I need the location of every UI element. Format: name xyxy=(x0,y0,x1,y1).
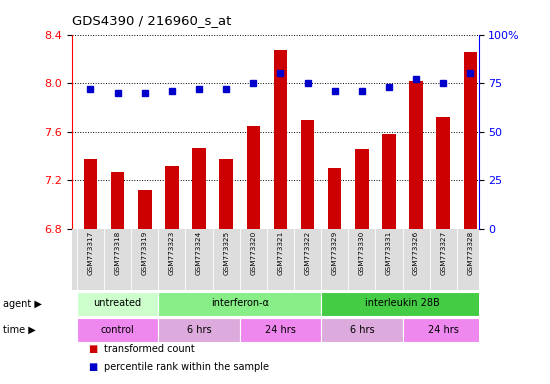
Bar xyxy=(240,318,321,342)
Text: GDS4390 / 216960_s_at: GDS4390 / 216960_s_at xyxy=(72,14,231,27)
Bar xyxy=(464,51,477,229)
Text: percentile rank within the sample: percentile rank within the sample xyxy=(104,362,269,372)
Bar xyxy=(409,81,423,229)
Text: ■: ■ xyxy=(88,344,97,354)
Bar xyxy=(77,318,158,342)
Bar xyxy=(192,147,206,229)
Text: GSM773325: GSM773325 xyxy=(223,231,229,275)
Text: GSM773323: GSM773323 xyxy=(169,231,175,275)
Text: GSM773328: GSM773328 xyxy=(468,231,474,275)
Text: 24 hrs: 24 hrs xyxy=(265,325,296,335)
Text: GSM773327: GSM773327 xyxy=(440,231,446,275)
Text: GSM773317: GSM773317 xyxy=(87,231,94,275)
Text: time ▶: time ▶ xyxy=(3,325,36,335)
Text: interferon-α: interferon-α xyxy=(211,298,269,308)
Bar xyxy=(158,318,240,342)
Text: 6 hrs: 6 hrs xyxy=(349,325,374,335)
Text: control: control xyxy=(101,325,135,335)
Bar xyxy=(355,149,368,229)
Text: ■: ■ xyxy=(88,362,97,372)
Text: GSM773329: GSM773329 xyxy=(332,231,338,275)
Bar xyxy=(301,120,315,229)
Text: GSM773321: GSM773321 xyxy=(277,231,283,275)
Text: GSM773331: GSM773331 xyxy=(386,231,392,275)
Bar xyxy=(382,134,396,229)
Bar xyxy=(111,172,124,229)
Text: GSM773318: GSM773318 xyxy=(114,231,120,275)
Bar xyxy=(321,291,484,316)
Text: GSM773322: GSM773322 xyxy=(305,231,311,275)
Text: 24 hrs: 24 hrs xyxy=(428,325,459,335)
Text: transformed count: transformed count xyxy=(104,344,195,354)
Bar xyxy=(437,117,450,229)
Bar xyxy=(274,50,287,229)
Bar xyxy=(403,318,484,342)
Text: untreated: untreated xyxy=(94,298,142,308)
Bar xyxy=(246,126,260,229)
Text: interleukin 28B: interleukin 28B xyxy=(365,298,440,308)
Bar xyxy=(219,159,233,229)
Text: GSM773330: GSM773330 xyxy=(359,231,365,275)
Bar xyxy=(158,291,321,316)
Bar xyxy=(77,291,158,316)
Text: GSM773319: GSM773319 xyxy=(142,231,148,275)
Text: GSM773320: GSM773320 xyxy=(250,231,256,275)
Bar xyxy=(328,168,342,229)
Text: GSM773324: GSM773324 xyxy=(196,231,202,275)
Bar xyxy=(321,318,403,342)
Text: agent ▶: agent ▶ xyxy=(3,299,42,309)
Bar xyxy=(165,166,179,229)
Bar xyxy=(84,159,97,229)
Text: GSM773326: GSM773326 xyxy=(413,231,419,275)
Bar xyxy=(138,190,152,229)
Text: 6 hrs: 6 hrs xyxy=(186,325,211,335)
